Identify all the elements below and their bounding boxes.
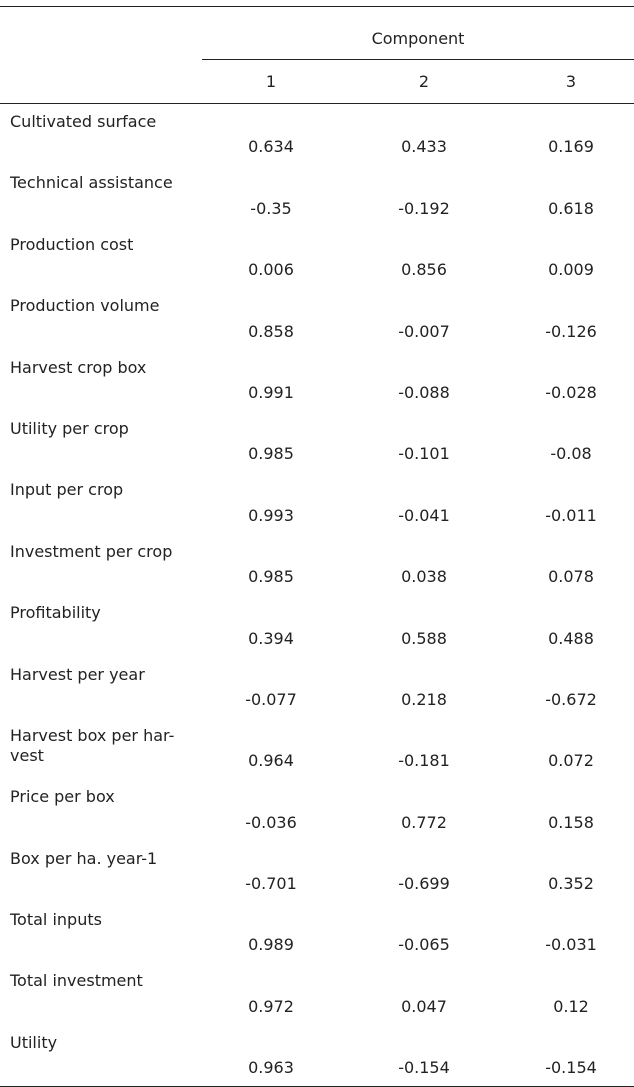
table-row: Investment per crop 0.985 0.038 0.078 bbox=[0, 534, 634, 595]
value-cell: 0.858 bbox=[248, 321, 294, 341]
table-row: Technical assistance -0.35 -0.192 0.618 bbox=[0, 165, 634, 226]
value-cell: -0.35 bbox=[250, 198, 292, 218]
row-label: Production volume bbox=[10, 296, 160, 316]
table-row: Price per box -0.036 0.772 0.158 bbox=[0, 779, 634, 840]
value-cell: 0.588 bbox=[401, 628, 447, 648]
value-cell: 0.964 bbox=[248, 751, 294, 771]
value-cell: 0.352 bbox=[548, 874, 594, 894]
value-cell: 0.963 bbox=[202, 1024, 340, 1087]
value-cell: 0.158 bbox=[548, 812, 594, 832]
page: {"table": { "header": "Component", "colu… bbox=[0, 6, 634, 1087]
header-row: Component bbox=[0, 6, 634, 60]
blank-cell bbox=[0, 59, 202, 104]
value-cell: -0.036 bbox=[245, 812, 297, 832]
value-cell: 0.009 bbox=[548, 260, 594, 280]
value-cell: 0.991 bbox=[248, 382, 294, 402]
blank-cell bbox=[0, 7, 202, 60]
row-label: Profitability bbox=[10, 603, 101, 623]
row-label: Harvest crop box bbox=[10, 357, 147, 377]
table-row: Utility 0.963 -0.154 -0.154 bbox=[0, 1024, 634, 1087]
row-label: Input per crop bbox=[10, 480, 124, 500]
value-cell: 0.772 bbox=[401, 812, 447, 832]
table-row: Utility per crop 0.985 -0.101 -0.08 bbox=[0, 411, 634, 472]
value-cell: -0.154 bbox=[340, 1024, 508, 1087]
value-cell: 0.433 bbox=[401, 137, 447, 157]
value-cell: 0.169 bbox=[548, 137, 594, 157]
value-cell: -0.088 bbox=[398, 382, 450, 402]
value-cell: -0.028 bbox=[545, 382, 597, 402]
value-cell: -0.672 bbox=[545, 689, 597, 709]
value-cell: 0.218 bbox=[401, 689, 447, 709]
table-row: Production cost 0.006 0.856 0.009 bbox=[0, 227, 634, 288]
table-row: Cultivated surface 0.634 0.433 0.169 bbox=[0, 104, 634, 166]
row-label: Total inputs bbox=[10, 910, 102, 930]
value-cell: 0.006 bbox=[248, 260, 294, 280]
value-cell: 0.972 bbox=[248, 996, 294, 1016]
table-row: Harvest box per har- vest 0.964 -0.181 0.07… bbox=[0, 718, 634, 779]
value-cell: 0.634 bbox=[248, 137, 294, 157]
value-cell: -0.041 bbox=[398, 505, 450, 525]
value-cell: -0.699 bbox=[398, 874, 450, 894]
value-cell: 0.993 bbox=[248, 505, 294, 525]
table-row: Production volume 0.858 -0.007 -0.126 bbox=[0, 288, 634, 349]
value-cell: 0.989 bbox=[248, 935, 294, 955]
value-cell: -0.181 bbox=[398, 751, 450, 771]
table-row: Total investment 0.972 0.047 0.12 bbox=[0, 963, 634, 1024]
value-cell: -0.192 bbox=[398, 198, 450, 218]
table-body: Cultivated surface 0.634 0.433 0.169 Technic… bbox=[0, 104, 634, 1087]
value-cell: 0.12 bbox=[553, 996, 589, 1016]
table-row: Profitability 0.394 0.588 0.488 bbox=[0, 595, 634, 656]
table-row: Input per crop 0.993 -0.041 -0.011 bbox=[0, 472, 634, 533]
value-cell: 0.047 bbox=[401, 996, 447, 1016]
row-label: Harvest box per har- vest bbox=[10, 725, 175, 765]
table-row: Harvest crop box 0.991 -0.088 -0.028 bbox=[0, 350, 634, 411]
value-cell: -0.126 bbox=[545, 321, 597, 341]
row-label: Cultivated surface bbox=[10, 112, 157, 131]
value-cell: 0.078 bbox=[548, 567, 594, 587]
value-cell: -0.065 bbox=[398, 935, 450, 955]
value-cell: 0.985 bbox=[248, 567, 294, 587]
row-label: Production cost bbox=[10, 234, 134, 254]
value-cell: -0.077 bbox=[245, 689, 297, 709]
row-label: Price per box bbox=[10, 787, 115, 807]
value-cell: -0.031 bbox=[545, 935, 597, 955]
value-cell: 0.856 bbox=[401, 260, 447, 280]
table-row: Total inputs 0.989 -0.065 -0.031 bbox=[0, 902, 634, 963]
value-cell: -0.011 bbox=[545, 505, 597, 525]
value-cell: -0.007 bbox=[398, 321, 450, 341]
row-label: Technical assistance bbox=[10, 173, 173, 193]
group-header: Component bbox=[202, 6, 634, 60]
row-label: Total investment bbox=[10, 971, 143, 991]
value-cell: -0.101 bbox=[398, 444, 450, 464]
column-header: 1 bbox=[202, 59, 340, 104]
table-row: Box per ha. year-1 -0.701 -0.699 0.352 bbox=[0, 841, 634, 902]
value-cell: 0.072 bbox=[548, 751, 594, 771]
column-header: 3 bbox=[508, 59, 634, 104]
column-header: 2 bbox=[340, 59, 508, 104]
row-label: Utility bbox=[0, 1024, 202, 1087]
value-cell: 0.618 bbox=[548, 198, 594, 218]
value-cell: 0.488 bbox=[548, 628, 594, 648]
value-cell: -0.08 bbox=[550, 444, 592, 464]
row-label: Investment per crop bbox=[10, 541, 173, 561]
value-cell: 0.985 bbox=[248, 444, 294, 464]
row-label: Harvest per year bbox=[10, 664, 145, 684]
row-label: Utility per crop bbox=[10, 418, 129, 438]
value-cell: 0.038 bbox=[401, 567, 447, 587]
row-label: Box per ha. year-1 bbox=[10, 848, 158, 868]
value-cell: -0.701 bbox=[245, 874, 297, 894]
value-cell: 0.394 bbox=[248, 628, 294, 648]
value-cell: -0.154 bbox=[508, 1024, 634, 1087]
table-row: Harvest per year -0.077 0.218 -0.672 bbox=[0, 657, 634, 718]
